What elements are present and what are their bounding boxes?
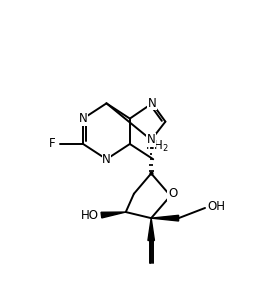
- Polygon shape: [151, 215, 179, 221]
- Text: O: O: [168, 187, 177, 200]
- Text: HO: HO: [81, 209, 99, 222]
- Text: N: N: [147, 133, 156, 146]
- Text: OH: OH: [207, 200, 225, 213]
- Polygon shape: [101, 212, 126, 218]
- Text: F: F: [49, 137, 56, 151]
- Text: N: N: [102, 153, 111, 166]
- Polygon shape: [148, 218, 155, 240]
- Text: N: N: [148, 97, 157, 110]
- Text: N: N: [79, 112, 87, 125]
- Text: NH$_2$: NH$_2$: [145, 139, 169, 154]
